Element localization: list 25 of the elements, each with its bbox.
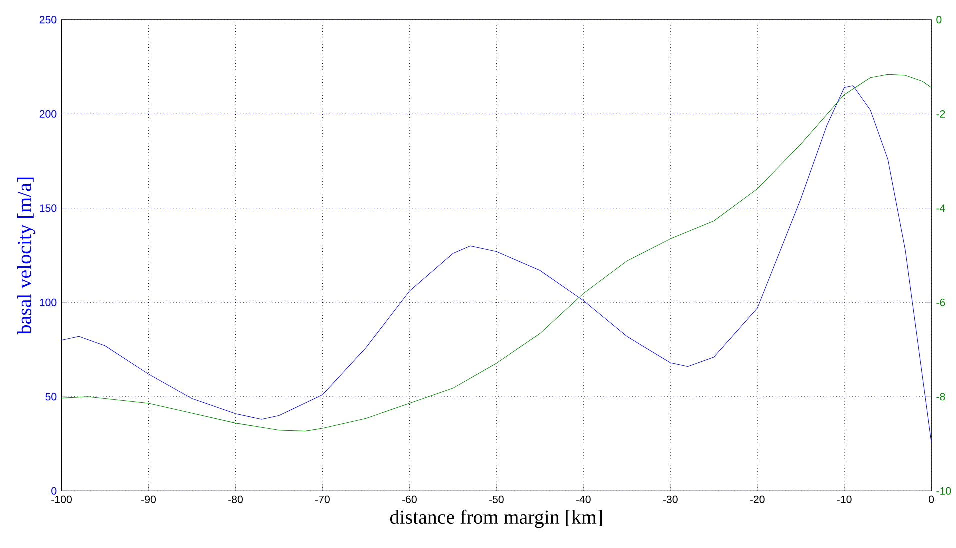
x-tick-label: -30 (663, 496, 678, 504)
y-tick-label: 250 (40, 16, 57, 24)
y2-tick-label: -10 (936, 487, 952, 495)
y2-tick-label: -2 (936, 110, 946, 118)
y-tick-label: 200 (40, 110, 57, 118)
x-tick-label: -60 (402, 496, 417, 504)
x-tick-label: -40 (576, 496, 591, 504)
x-tick-label: -70 (315, 496, 330, 504)
y-tick-label: 150 (40, 204, 57, 212)
y-tick-label: 50 (46, 393, 57, 401)
y2-tick-label: -4 (936, 204, 946, 212)
x-axis-title: distance from margin [km] (390, 510, 602, 528)
y-axis-title: basal velocity [m/a] (17, 178, 36, 335)
y-tick-label: 0 (52, 487, 57, 495)
y2-tick-label: 0 (936, 16, 942, 24)
x-tick-label: 0 (928, 496, 934, 504)
x-tick-label: -90 (142, 496, 156, 504)
x-tick-label: -50 (489, 496, 504, 504)
x-tick-label: -20 (750, 496, 765, 504)
y2-tick-label: -6 (936, 298, 946, 306)
y2-tick-label: -8 (936, 393, 946, 401)
x-tick-label: -80 (228, 496, 243, 504)
x-tick-label: -100 (52, 496, 72, 504)
y-tick-label: 100 (40, 298, 57, 306)
x-tick-label: -10 (837, 496, 852, 504)
